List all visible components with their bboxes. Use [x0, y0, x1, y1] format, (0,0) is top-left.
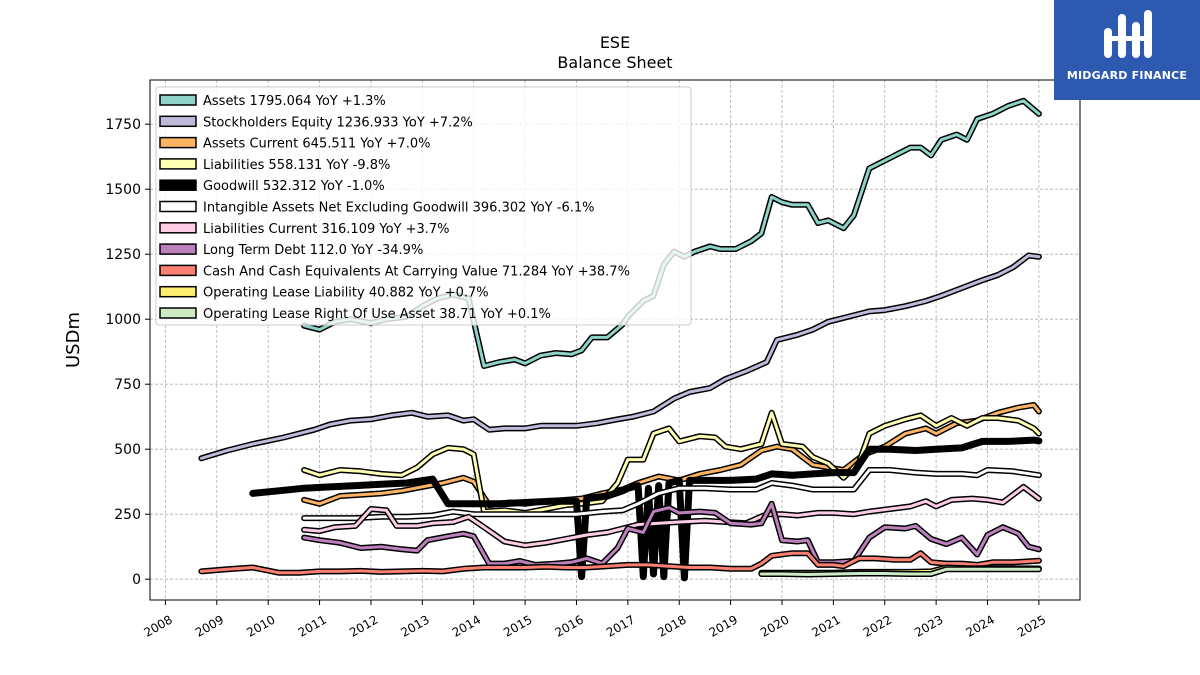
x-axis: 2008 2009 2010 2011 2012 2013 2014 2015 2016 2017… [141, 600, 1048, 640]
legend-swatch [159, 307, 197, 319]
y-tick-label: 1750 [105, 117, 141, 133]
x-tick-label: 2023 [912, 612, 945, 639]
chart-title: ESE [600, 33, 630, 52]
legend-entry: Stockholders Equity 1236.933 YoY +7.2% [203, 115, 473, 130]
x-tick-label: 2020 [758, 612, 791, 639]
series-line-stockholders-equity [199, 254, 1041, 460]
legend-swatch [159, 136, 197, 149]
y-tick-label: 0 [132, 572, 141, 588]
legend-entry: Assets Current 645.511 YoY +7.0% [203, 137, 430, 152]
x-tick-label: 2022 [861, 612, 894, 639]
x-tick-label: 2014 [450, 612, 483, 639]
x-tick-label: 2008 [141, 612, 174, 639]
legend-swatch [159, 222, 197, 234]
series-line-liabilities-current [302, 485, 1041, 547]
legend-entry: Cash And Cash Equivalents At Carrying Va… [203, 264, 630, 279]
x-tick-label: 2024 [964, 612, 997, 639]
y-tick-label: 1250 [105, 247, 141, 263]
legend-entry: Intangible Assets Net Excluding Goodwill… [203, 201, 594, 216]
legend-entry: Operating Lease Liability 40.882 YoY +0.… [203, 286, 489, 301]
x-tick-label: 2011 [296, 612, 329, 639]
legend-swatch [159, 115, 197, 128]
legend-entry: Operating Lease Right Of Use Asset 38.71… [203, 307, 551, 322]
legend-entry: Goodwill 532.312 YoY -1.0% [203, 179, 385, 194]
x-tick-label: 2010 [244, 612, 277, 639]
y-tick-label: 500 [114, 442, 141, 458]
legend-swatch [159, 243, 197, 255]
x-tick-label: 2012 [347, 612, 380, 639]
legend-swatch [159, 264, 197, 277]
brand-logo: MIDGARD FINANCE [1054, 0, 1200, 100]
x-tick-label: 2009 [193, 612, 226, 639]
series-line-operating-lease-right-of-use-asset [759, 567, 1041, 576]
x-tick-label: 2019 [707, 612, 740, 639]
legend-swatch [159, 94, 197, 106]
x-tick-label: 2016 [553, 612, 586, 639]
series-line-intangible-assets-net-excluding-goodwill [302, 468, 1041, 520]
legend-entry: Long Term Debt 112.0 YoY -34.9% [203, 243, 423, 258]
chart-subtitle: Balance Sheet [557, 53, 672, 72]
series-line-cash-and-cash-equivalents-at-carrying-value [199, 551, 1041, 575]
x-tick-label: 2015 [501, 612, 534, 639]
x-tick-label: 2018 [655, 612, 688, 639]
x-tick-label: 2021 [809, 612, 842, 639]
x-tick-label: 2017 [604, 612, 637, 639]
legend-swatch [159, 179, 197, 191]
legend-swatch [159, 200, 197, 213]
y-tick-label: 1500 [105, 182, 141, 198]
y-tick-label: 750 [114, 377, 141, 393]
y-axis-label: USDm [63, 312, 84, 368]
legend-entry: Liabilities Current 316.109 YoY +3.7% [203, 222, 450, 237]
logo-icon [1104, 10, 1152, 58]
legend-swatch [159, 285, 197, 298]
series-line-liabilities [302, 411, 1041, 515]
y-axis: 0 250 500 750 1000 1250 1500 1750 [105, 117, 150, 588]
plot-frame [149, 79, 1081, 601]
y-tick-label: 250 [114, 507, 141, 523]
legend-swatch [159, 158, 197, 170]
legend-entry: Assets 1795.064 YoY +1.3% [203, 94, 386, 109]
series-outline-long-term-debt [301, 500, 1042, 568]
x-tick-label: 2025 [1015, 612, 1048, 639]
y-tick-label: 1000 [105, 312, 141, 328]
brand-name: MIDGARD FINANCE [1066, 69, 1188, 82]
legend-entry: Liabilities 558.131 YoY -9.8% [203, 158, 390, 173]
series-line-goodwill [249, 436, 1043, 582]
legend: Assets 1795.064 YoY +1.3% Stockholders Eq… [155, 86, 692, 326]
series-line-long-term-debt [302, 502, 1041, 567]
x-tick-label: 2013 [398, 612, 431, 639]
legend-box [155, 86, 692, 326]
